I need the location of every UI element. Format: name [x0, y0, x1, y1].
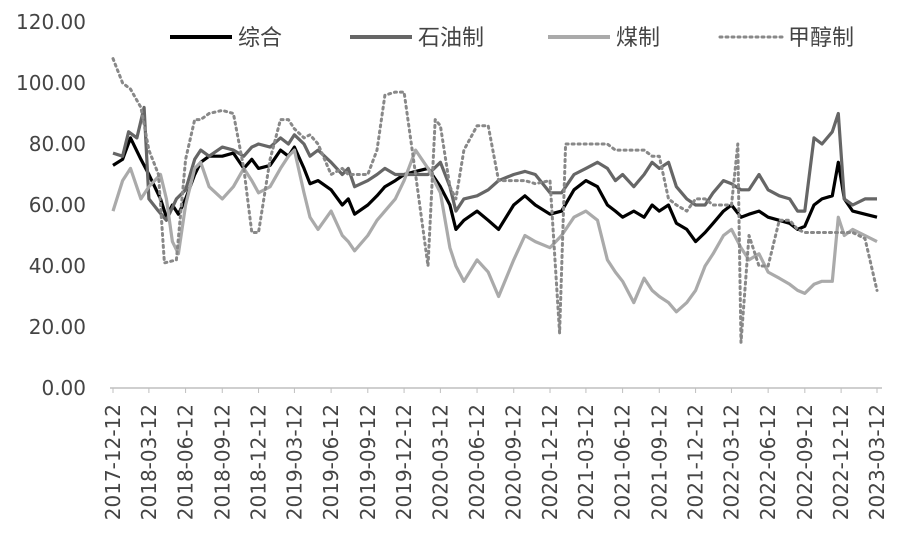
legend-label-0: 综合: [238, 26, 282, 51]
x-tick-label: 2021-12-12: [684, 404, 708, 520]
legend-label-3: 甲醇制: [788, 26, 854, 51]
x-tick-label: 2020-12-12: [538, 404, 562, 520]
x-tick-label: 2020-03-12: [428, 404, 452, 520]
legend-label-2: 煤制: [616, 26, 660, 51]
x-tick-label: 2022-12-12: [829, 404, 853, 520]
x-tick-label: 2019-03-12: [282, 404, 306, 520]
x-tick-label: 2021-03-12: [574, 404, 598, 520]
legend: 综合 石油制 煤制 甲醇制: [170, 26, 854, 51]
x-tick-label: 2021-06-12: [611, 404, 635, 520]
y-axis-ticks: 0.00 20.00 40.00 60.00 80.00 100.00 120.00: [16, 10, 86, 400]
x-tick-label: 2022-09-12: [793, 404, 817, 520]
series-lines: [111, 57, 879, 344]
y-tick-label: 100.00: [16, 71, 86, 95]
y-tick-label: 60.00: [29, 193, 86, 217]
series-line-2: [111, 148, 878, 314]
y-tick-label: 0.00: [41, 376, 86, 400]
x-tick-label: 2023-03-12: [865, 404, 889, 520]
x-tick-label: 2019-09-12: [356, 404, 380, 520]
x-tick-label: 2019-06-12: [319, 404, 343, 520]
x-tick-label: 2017-12-12: [101, 404, 125, 520]
x-tick-label: 2019-12-12: [392, 404, 416, 520]
x-tick-label: 2018-12-12: [247, 404, 271, 520]
y-tick-label: 40.00: [29, 254, 86, 278]
series-line-0: [112, 136, 878, 244]
x-tick-label: 2020-09-12: [502, 404, 526, 520]
x-tick-label: 2018-06-12: [174, 404, 198, 520]
x-tick-label: 2018-09-12: [210, 404, 234, 520]
y-tick-label: 120.00: [16, 10, 86, 34]
x-tick-label: 2022-03-12: [719, 404, 743, 520]
x-axis-ticks: 2017-12-12 2018-03-12 2018-06-12 2018-09-12…: [101, 388, 889, 520]
x-tick-label: 2021-09-12: [647, 404, 671, 520]
series-line-1: [112, 105, 877, 222]
x-tick-label: 2020-06-12: [465, 404, 489, 520]
x-tick-label: 2018-03-12: [137, 404, 161, 520]
y-tick-label: 20.00: [29, 315, 86, 339]
legend-label-1: 石油制: [418, 26, 484, 51]
series-line-3: [111, 57, 879, 344]
y-tick-label: 80.00: [29, 132, 86, 156]
x-tick-label: 2022-06-12: [756, 404, 780, 520]
